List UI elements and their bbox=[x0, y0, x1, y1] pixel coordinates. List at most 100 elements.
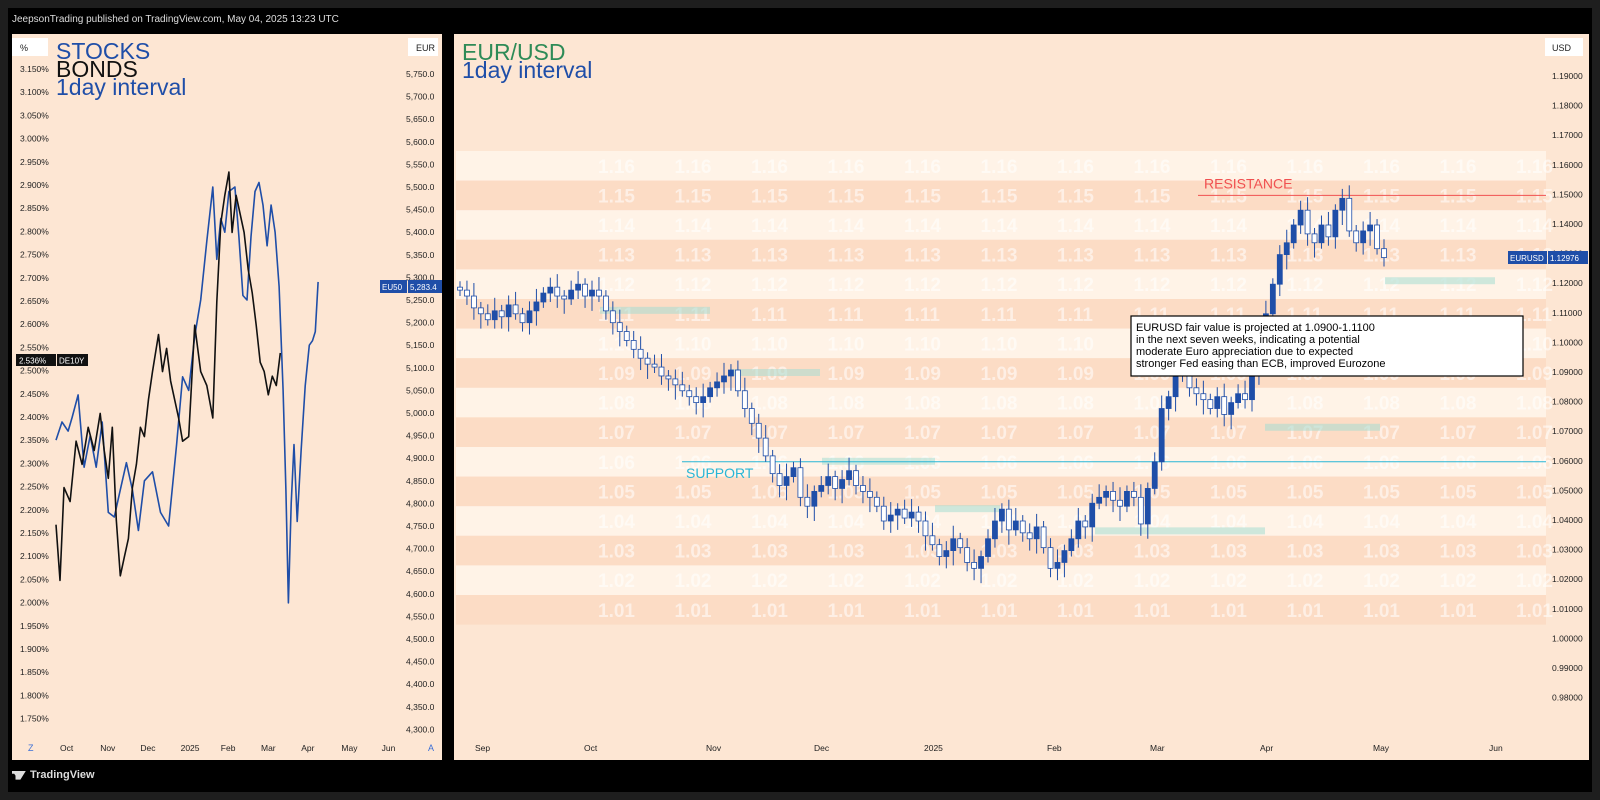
watermark-level-label: 1.02 bbox=[1440, 571, 1477, 592]
candle-up bbox=[887, 514, 894, 522]
eur-tick-label: 5,150.0 bbox=[406, 340, 435, 350]
candle-up bbox=[978, 556, 984, 569]
watermark-level-label: 1.12 bbox=[828, 275, 865, 296]
watermark-level-label: 1.16 bbox=[1363, 157, 1400, 178]
bond-badge-name-box bbox=[57, 354, 88, 366]
candle-up bbox=[1124, 490, 1130, 507]
candle-up bbox=[1332, 209, 1339, 238]
watermark-level-label: 1.03 bbox=[1440, 542, 1477, 563]
watermark-level-label: 1.09 bbox=[981, 364, 1018, 385]
watermark-level-label: 1.13 bbox=[828, 246, 865, 267]
candle-up bbox=[721, 375, 727, 383]
watermark-level-label: 1.04 bbox=[751, 512, 788, 533]
candle-down bbox=[1047, 547, 1054, 569]
eurusd-title: EUR/USD bbox=[462, 39, 566, 65]
right-x-tick-label: May bbox=[1373, 743, 1390, 753]
tradingview-logo-icon bbox=[12, 770, 26, 780]
price-badge-value: 1.12976 bbox=[1550, 254, 1579, 263]
candle-up bbox=[846, 470, 852, 480]
watermark-level-label: 1.14 bbox=[1440, 216, 1477, 237]
watermark-level-label: 1.11 bbox=[828, 305, 864, 326]
watermark-level-label: 1.03 bbox=[1516, 542, 1553, 563]
stock-badge-value-box bbox=[408, 280, 442, 293]
usd-tick-label: 1.14000 bbox=[1552, 219, 1583, 229]
watermark-level-label: 1.02 bbox=[1057, 571, 1094, 592]
candle-down bbox=[1130, 490, 1137, 498]
candle-up bbox=[1269, 283, 1276, 315]
watermark-level-label: 1.01 bbox=[1057, 601, 1094, 622]
candle-down bbox=[464, 289, 470, 297]
candle-down bbox=[596, 289, 602, 297]
candle-down bbox=[971, 562, 978, 569]
usd-tick-label: 1.00000 bbox=[1552, 633, 1583, 643]
watermark-level-label: 1.04 bbox=[675, 512, 712, 533]
watermark-level-label: 1.14 bbox=[675, 216, 712, 237]
left-x-tick-label: Dec bbox=[140, 743, 156, 753]
candle-up bbox=[1214, 396, 1221, 409]
right-x-tick-label: Oct bbox=[584, 743, 598, 753]
eur-tick-label: 5,200.0 bbox=[406, 318, 435, 328]
watermark-level-label: 1.04 bbox=[828, 512, 865, 533]
pct-tick-label: 2.000% bbox=[20, 598, 49, 608]
watermark-level-label: 1.08 bbox=[1363, 394, 1400, 415]
watermark-level-label: 1.03 bbox=[598, 542, 635, 563]
watermark-level-label: 1.02 bbox=[1516, 571, 1553, 592]
watermark-level-label: 1.07 bbox=[675, 423, 712, 444]
watermark-level-label: 1.12 bbox=[1516, 275, 1553, 296]
watermark-level-label: 1.01 bbox=[828, 601, 865, 622]
candle-down bbox=[1193, 387, 1200, 395]
candle-down bbox=[686, 390, 693, 398]
left-interval-label: 1day interval bbox=[56, 74, 186, 100]
watermark-level-label: 1.14 bbox=[981, 216, 1018, 237]
left-panel-lines bbox=[55, 171, 319, 604]
footer-brand: TradingView bbox=[12, 762, 95, 788]
candle-up bbox=[700, 396, 707, 403]
watermark-level-label: 1.06 bbox=[675, 453, 712, 474]
candle-down bbox=[512, 304, 519, 315]
candle-up bbox=[1318, 224, 1325, 244]
right-x-tick-label: Sep bbox=[475, 743, 490, 753]
usd-tick-label: 1.07000 bbox=[1552, 426, 1583, 436]
watermark-level-label: 1.14 bbox=[1210, 216, 1247, 237]
watermark-level-label: 1.11 bbox=[981, 305, 1017, 326]
pct-tick-label: 2.700% bbox=[20, 273, 49, 283]
usd-unit-box bbox=[1545, 38, 1583, 56]
candle-down bbox=[1311, 233, 1318, 244]
watermark-level-label: 1.07 bbox=[981, 423, 1018, 444]
watermark-level-label: 1.14 bbox=[1516, 216, 1553, 237]
candle-up bbox=[526, 310, 533, 324]
eur-tick-label: 4,900.0 bbox=[406, 453, 435, 463]
left-bottom-z[interactable]: Z bbox=[28, 743, 34, 753]
watermark-level-label: 1.05 bbox=[904, 482, 941, 503]
watermark-level-label: 1.05 bbox=[1210, 482, 1247, 503]
watermark-level-label: 1.15 bbox=[1440, 186, 1477, 207]
watermark-band bbox=[456, 151, 1546, 181]
pct-tick-label: 1.900% bbox=[20, 644, 49, 654]
watermark-level-label: 1.12 bbox=[598, 275, 635, 296]
pct-tick-label: 2.500% bbox=[20, 366, 49, 376]
stock-badge-value: 5,283.4 bbox=[410, 283, 437, 292]
watermark-level-label: 1.07 bbox=[1134, 423, 1171, 444]
candle-down bbox=[1325, 224, 1332, 238]
candle-up bbox=[1235, 393, 1242, 404]
watermark-band bbox=[456, 535, 1546, 566]
supply-demand-zone bbox=[1385, 277, 1495, 285]
left-x-tick-label: May bbox=[341, 743, 358, 753]
publish-info: JeepsonTrading published on TradingView.… bbox=[12, 14, 339, 25]
watermark-level-label: 1.15 bbox=[598, 186, 635, 207]
candle-down bbox=[554, 286, 561, 297]
eur-tick-label: 4,600.0 bbox=[406, 589, 435, 599]
watermark-level-label: 1.16 bbox=[1057, 157, 1094, 178]
candle-down bbox=[797, 467, 804, 498]
left-bottom-a[interactable]: A bbox=[428, 743, 434, 753]
pct-tick-label: 3.100% bbox=[20, 87, 49, 97]
watermark-band bbox=[456, 387, 1546, 418]
watermark-level-label: 1.03 bbox=[675, 542, 712, 563]
left-x-tick-label: Jun bbox=[382, 743, 396, 753]
eur-tick-label: 4,450.0 bbox=[406, 657, 435, 667]
left-x-tick-label: Apr bbox=[301, 743, 314, 753]
usd-tick-label: 0.98000 bbox=[1552, 693, 1583, 703]
watermark-level-label: 1.12 bbox=[1287, 275, 1324, 296]
watermark-level-label: 1.15 bbox=[751, 186, 788, 207]
watermark-level-label: 1.01 bbox=[598, 601, 635, 622]
